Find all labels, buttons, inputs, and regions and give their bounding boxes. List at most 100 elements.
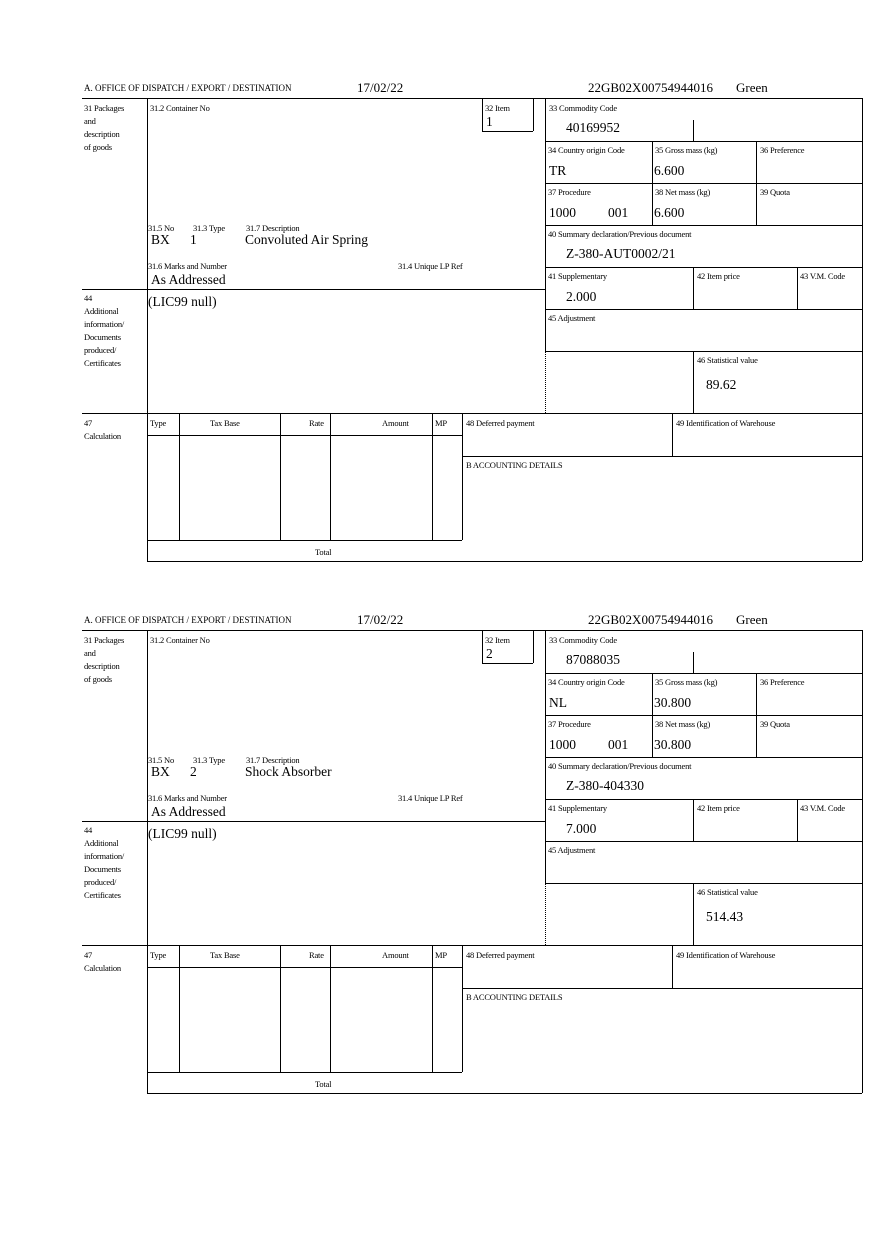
quota-label: 39 Quota bbox=[760, 719, 790, 729]
marks-value: As Addressed bbox=[151, 272, 226, 287]
rule bbox=[545, 841, 862, 842]
unique-ref-label: 31.4 Unique LP Ref bbox=[398, 793, 463, 803]
rule bbox=[545, 715, 862, 716]
goods-description: Convoluted Air Spring bbox=[245, 232, 369, 247]
marks-value: As Addressed bbox=[151, 804, 226, 819]
vm-code-label: 43 V.M. Code bbox=[800, 271, 845, 281]
deferred-payment-label: 48 Deferred payment bbox=[466, 418, 535, 428]
rule bbox=[147, 1072, 462, 1073]
rule bbox=[147, 967, 462, 968]
rule bbox=[545, 351, 546, 413]
rule bbox=[862, 630, 863, 1093]
item-label: 32 Item bbox=[485, 635, 510, 645]
office-heading: A. OFFICE OF DISPATCH / EXPORT / DESTINA… bbox=[84, 615, 292, 625]
rule bbox=[462, 456, 862, 457]
rule bbox=[82, 98, 862, 99]
item-price-label: 42 Item price bbox=[697, 271, 740, 281]
rule bbox=[82, 289, 545, 290]
item-number: 2 bbox=[486, 646, 493, 661]
additional-info-label: Additional bbox=[84, 306, 119, 316]
rule bbox=[147, 630, 148, 1093]
warehouse-label: 49 Identification of Warehouse bbox=[676, 950, 776, 960]
summary-label: 40 Summary declaration/Previous document bbox=[548, 229, 692, 239]
additional-info-label: produced/ bbox=[84, 877, 117, 887]
packages-label: and bbox=[84, 648, 96, 658]
statistical-value-label: 46 Statistical value bbox=[697, 355, 758, 365]
container-no-label: 31.2 Container No bbox=[150, 635, 210, 645]
package-kind: BX bbox=[151, 232, 170, 247]
previous-document: Z-380-AUT0002/21 bbox=[566, 246, 676, 261]
calc-column-header: Tax Base bbox=[210, 950, 240, 960]
rule bbox=[756, 141, 757, 225]
item-number: 1 bbox=[486, 114, 493, 129]
rule bbox=[482, 630, 483, 663]
additional-info-label: 44 bbox=[84, 825, 93, 835]
rule bbox=[672, 945, 673, 988]
quota-label: 39 Quota bbox=[760, 187, 790, 197]
calc-column-header: Tax Base bbox=[210, 418, 240, 428]
rule bbox=[693, 883, 694, 945]
rule bbox=[545, 883, 546, 945]
package-type-label: 31.3 Type bbox=[193, 223, 225, 233]
net-mass-value: 6.600 bbox=[654, 205, 685, 220]
calc-column-header: Rate bbox=[309, 950, 324, 960]
calculation-label: 47 bbox=[84, 950, 93, 960]
adjustment-label: 45 Adjustment bbox=[548, 313, 596, 323]
rule bbox=[147, 435, 462, 436]
package-kind: BX bbox=[151, 764, 170, 779]
procedure-value: 1000 bbox=[549, 205, 576, 220]
rule bbox=[147, 98, 148, 561]
declaration-reference: 22GB02X00754944016 bbox=[588, 612, 713, 627]
package-no-label: 31.5 No bbox=[148, 755, 174, 765]
rule bbox=[280, 413, 281, 540]
office-heading: A. OFFICE OF DISPATCH / EXPORT / DESTINA… bbox=[84, 83, 292, 93]
package-count: 2 bbox=[190, 764, 197, 779]
rule bbox=[462, 988, 862, 989]
rule bbox=[482, 98, 483, 131]
procedure-label: 37 Procedure bbox=[548, 187, 591, 197]
rule bbox=[545, 98, 546, 351]
rule bbox=[545, 883, 862, 884]
additional-info-label: Additional bbox=[84, 838, 119, 848]
rule bbox=[545, 141, 862, 142]
calc-column-header: MP bbox=[435, 950, 447, 960]
rule bbox=[797, 799, 798, 841]
rule bbox=[862, 98, 863, 561]
rule bbox=[545, 183, 862, 184]
supplementary-label: 41 Supplementary bbox=[548, 271, 607, 281]
rule bbox=[330, 413, 331, 540]
accounting-details-label: B ACCOUNTING DETAILS bbox=[466, 992, 563, 1002]
package-type-label: 31.3 Type bbox=[193, 755, 225, 765]
calc-column-header: Type bbox=[150, 418, 167, 428]
route-status: Green bbox=[736, 612, 768, 627]
rule bbox=[545, 630, 546, 883]
rule bbox=[462, 413, 463, 540]
declaration-item-2: A. OFFICE OF DISPATCH / EXPORT / DESTINA… bbox=[0, 612, 882, 1112]
preference-label: 36 Preference bbox=[760, 145, 805, 155]
additional-info-label: 44 bbox=[84, 293, 93, 303]
procedure-label: 37 Procedure bbox=[548, 719, 591, 729]
rule bbox=[545, 351, 693, 352]
additional-info-label: produced/ bbox=[84, 345, 117, 355]
rule bbox=[482, 131, 533, 132]
rule bbox=[82, 413, 862, 414]
packages-label: of goods bbox=[84, 674, 112, 684]
calc-column-header: Amount bbox=[382, 950, 409, 960]
rule bbox=[462, 945, 463, 1072]
rule bbox=[545, 309, 862, 310]
calc-column-header: Type bbox=[150, 950, 167, 960]
origin-value: NL bbox=[549, 695, 567, 710]
rule bbox=[82, 945, 862, 946]
supplementary-value: 7.000 bbox=[566, 821, 597, 836]
rule bbox=[432, 413, 433, 540]
adjustment-label: 45 Adjustment bbox=[548, 845, 596, 855]
calculation-label: Calculation bbox=[84, 963, 121, 973]
rule bbox=[432, 945, 433, 1072]
declaration-item-1: A. OFFICE OF DISPATCH / EXPORT / DESTINA… bbox=[0, 80, 882, 580]
additional-info-label: Documents bbox=[84, 864, 121, 874]
total-label: Total bbox=[315, 547, 332, 557]
net-mass-value: 30.800 bbox=[654, 737, 692, 752]
commodity-code: 40169952 bbox=[566, 120, 620, 135]
additional-info-label: information/ bbox=[84, 319, 125, 329]
rule bbox=[797, 267, 798, 309]
